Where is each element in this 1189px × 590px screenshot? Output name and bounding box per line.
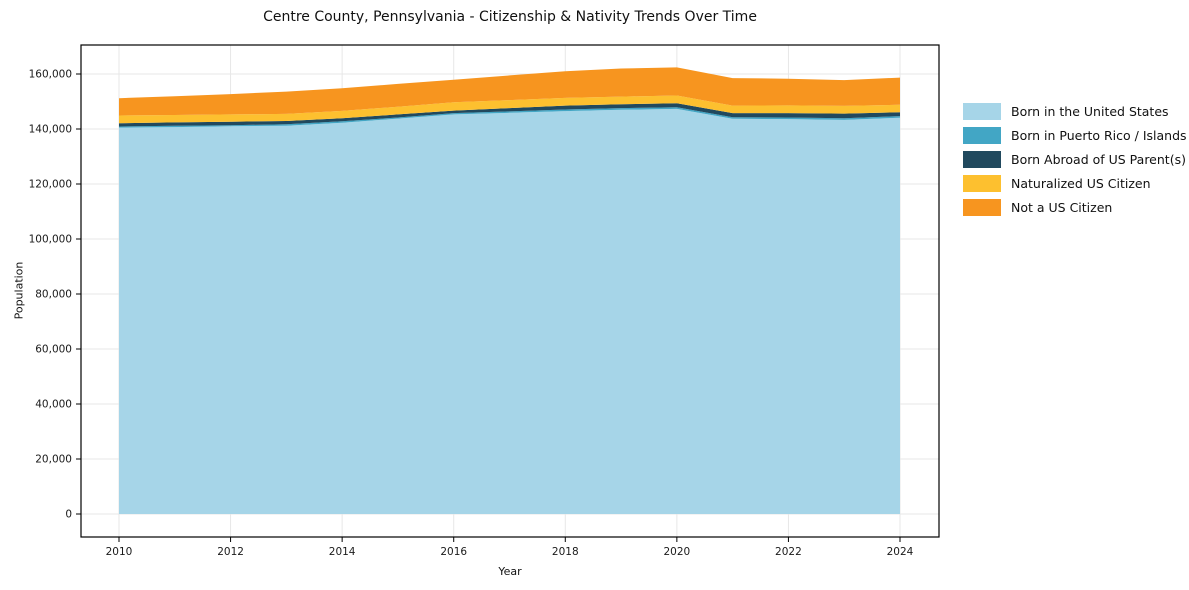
y-tick-label: 160,000 (29, 69, 72, 81)
legend-label: Not a US Citizen (1011, 200, 1113, 215)
legend-label: Born in Puerto Rico / Islands (1011, 128, 1187, 143)
legend-item: Born in Puerto Rico / Islands (963, 127, 1187, 144)
x-tick-label: 2024 (887, 546, 914, 558)
x-tick-label: 2022 (775, 546, 802, 558)
area-series (119, 95, 900, 124)
area-series (119, 103, 900, 127)
y-tick-label: 60,000 (35, 344, 72, 356)
x-tick-label: 2018 (552, 546, 579, 558)
legend-swatch (963, 175, 1001, 192)
legend-label: Born Abroad of US Parent(s) (1011, 152, 1186, 167)
legend-swatch (963, 151, 1001, 168)
legend-swatch (963, 127, 1001, 144)
y-tick-label: 140,000 (29, 124, 72, 136)
x-axis-label: Year (498, 565, 522, 578)
legend-item: Born in the United States (963, 103, 1187, 120)
x-tick-label: 2014 (329, 546, 356, 558)
x-tick-label: 2010 (106, 546, 133, 558)
x-tick-label: 2016 (440, 546, 467, 558)
y-tick-label: 100,000 (29, 234, 72, 246)
y-tick-label: 40,000 (35, 399, 72, 411)
area-series (119, 107, 900, 128)
legend-swatch (963, 199, 1001, 216)
area-series (119, 108, 900, 515)
area-series (119, 67, 900, 116)
plot-frame (80, 44, 940, 538)
legend-item: Born Abroad of US Parent(s) (963, 151, 1187, 168)
chart-title: Centre County, Pennsylvania - Citizenshi… (263, 9, 757, 25)
y-axis-label: Population (12, 261, 26, 320)
legend-label: Naturalized US Citizen (1011, 176, 1151, 191)
legend-item: Not a US Citizen (963, 199, 1187, 216)
legend: Born in the United States Born in Puerto … (963, 103, 1187, 216)
y-tick-label: 0 (65, 509, 72, 521)
legend-swatch (963, 103, 1001, 120)
y-tick-label: 80,000 (35, 289, 72, 301)
legend-item: Naturalized US Citizen (963, 175, 1187, 192)
y-tick-label: 120,000 (29, 179, 72, 191)
legend-label: Born in the United States (1011, 104, 1169, 119)
x-tick-label: 2012 (217, 546, 244, 558)
y-tick-label: 20,000 (35, 454, 72, 466)
x-tick-label: 2020 (663, 546, 690, 558)
